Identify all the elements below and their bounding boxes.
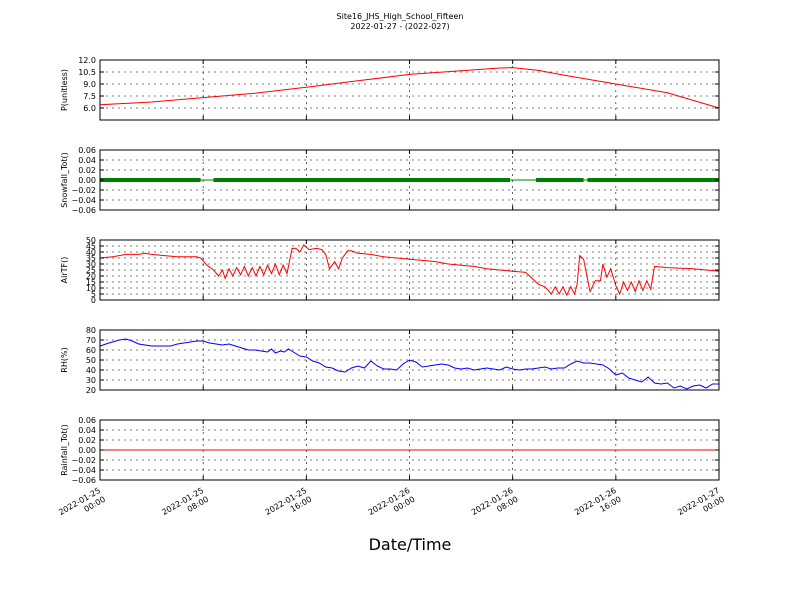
y-tick-label: 6.0 <box>83 104 96 113</box>
y-tick-label: 0.00 <box>78 446 96 455</box>
y-tick-label: 70 <box>86 336 96 345</box>
y-tick-label: 0.04 <box>78 156 96 165</box>
y-tick-label: 0 <box>91 296 96 305</box>
y-tick-label: 10 <box>86 284 96 293</box>
y-tick-label: 30 <box>86 260 96 269</box>
y-tick-label: 7.5 <box>83 92 96 101</box>
y-tick-label: 0.06 <box>78 416 96 425</box>
series-line <box>99 338 719 390</box>
y-tick-label: 15 <box>86 278 96 287</box>
x-tick-label: 2022-01-2616:00 <box>573 486 623 526</box>
chart-subtitle: 2022-01-27 - (2022-027) <box>350 22 449 31</box>
y-tick-label: 12.0 <box>78 56 96 65</box>
y-tick-label: −0.04 <box>71 196 96 205</box>
y-tick-label: 25 <box>86 266 96 275</box>
y-tick-label: 0.06 <box>78 146 96 155</box>
x-tick-label: 2022-01-2608:00 <box>470 486 520 526</box>
y-tick-label: 40 <box>86 366 96 375</box>
x-tick-label: 2022-01-2700:00 <box>676 486 726 526</box>
y-axis-label: RH(%) <box>60 347 69 372</box>
y-tick-label: −0.04 <box>71 466 96 475</box>
y-tick-label: −0.02 <box>71 456 96 465</box>
y-tick-label: −0.02 <box>71 186 96 195</box>
y-axis-label: P(unitless) <box>60 69 69 111</box>
y-tick-label: 30 <box>86 376 96 385</box>
y-tick-label: 0.00 <box>78 176 96 185</box>
y-tick-label: 40 <box>86 248 96 257</box>
y-tick-label: 45 <box>86 242 96 251</box>
y-axis-label: AirTF() <box>60 257 69 284</box>
y-tick-label: 20 <box>86 272 96 281</box>
x-tick-label: 2022-01-2508:00 <box>160 486 210 526</box>
panels: 6.07.59.010.512.0P(unitless)−0.06−0.04−0… <box>60 56 720 485</box>
y-axis-label: Rainfall_Tot() <box>60 424 69 476</box>
series-line <box>99 243 720 297</box>
x-tick-label: 2022-01-2500:00 <box>57 486 107 526</box>
y-tick-label: −0.06 <box>71 206 96 215</box>
y-tick-label: 5 <box>91 290 96 299</box>
y-axis-label: Snowfall_Tot() <box>60 152 69 208</box>
y-tick-label: 35 <box>86 254 96 263</box>
panel-2: −0.06−0.04−0.020.000.020.040.06 Snowfall_… <box>60 146 720 215</box>
y-tick-label: 50 <box>86 236 96 245</box>
y-tick-label: 50 <box>86 356 96 365</box>
y-tick-label: 60 <box>86 346 96 355</box>
chart-title: Site16_JHS_High_School_Fifteen <box>337 12 464 21</box>
y-tick-label: 9.0 <box>83 80 96 89</box>
y-tick-label: 20 <box>86 386 96 395</box>
y-tick-label: −0.06 <box>71 476 96 485</box>
y-tick-label: 10.5 <box>78 68 96 77</box>
x-tick-label: 2022-01-2600:00 <box>367 486 417 526</box>
y-tick-label: 0.02 <box>78 166 96 175</box>
series-line <box>99 67 720 109</box>
panel-5: −0.06−0.04−0.020.000.020.040.06 Rainfall_… <box>60 416 720 485</box>
panel-1: 6.0 7.5 9.0 10.5 12.0 P(unitless) <box>60 56 720 121</box>
x-tick-label: 2022-01-2516:00 <box>264 486 314 526</box>
y-tick-label: 0.02 <box>78 436 96 445</box>
x-tick-labels: 2022-01-2500:00 2022-01-2508:00 2022-01-25… <box>57 486 726 526</box>
x-axis-label: Date/Time <box>369 535 452 554</box>
y-tick-label: 0.04 <box>78 426 96 435</box>
y-tick-label: 80 <box>86 326 96 335</box>
